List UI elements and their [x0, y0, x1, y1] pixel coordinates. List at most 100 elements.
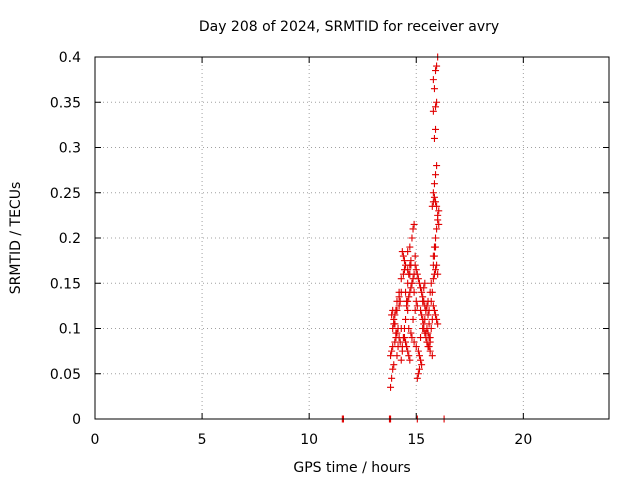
- data-point: [409, 315, 417, 323]
- data-point: [432, 125, 440, 133]
- y-tick-label: 0.05: [50, 367, 81, 383]
- data-point: [424, 311, 432, 319]
- data-point: [432, 198, 440, 206]
- data-point: [413, 302, 421, 310]
- data-point: [408, 234, 416, 242]
- data-point: [407, 284, 415, 292]
- data-point: [397, 356, 405, 364]
- x-tick-label: 0: [91, 432, 100, 448]
- x-axis-label: GPS time / hours: [293, 460, 410, 476]
- data-point: [435, 207, 443, 215]
- data-point: [408, 334, 416, 342]
- data-point: [413, 374, 421, 382]
- data-point: [424, 343, 432, 351]
- y-tick-label: 0.15: [50, 276, 81, 292]
- data-point: [405, 293, 413, 301]
- axis-ticks: [94, 56, 609, 420]
- data-point: [434, 320, 442, 328]
- data-point: [387, 352, 395, 360]
- data-point: [418, 361, 426, 369]
- data-point: [414, 370, 422, 378]
- data-point: [390, 320, 398, 328]
- data-point: [433, 162, 441, 170]
- data-point: [390, 361, 398, 369]
- data-point: [430, 252, 438, 260]
- data-point: [433, 98, 441, 106]
- data-point: [424, 329, 432, 337]
- tick-labels: 0 5 10 15 20 0 0.05 0.1 0.15 0.2 0.25 0.3 0.35 0.4: [50, 50, 532, 448]
- data-point: [433, 225, 441, 233]
- grid: [95, 57, 609, 419]
- y-tick-label: 0.3: [59, 141, 81, 157]
- data-point: [393, 297, 401, 305]
- data-point: [389, 325, 397, 332]
- x-tick-label: 5: [198, 432, 207, 448]
- data-point: [402, 261, 410, 269]
- data-point: [398, 248, 406, 256]
- data-point: [429, 261, 437, 269]
- data-point: [420, 297, 428, 305]
- data-point: [397, 288, 405, 296]
- data-point: [389, 365, 397, 373]
- data-point: [392, 306, 400, 314]
- data-point: [392, 329, 400, 337]
- data-points: [338, 53, 448, 423]
- data-point: [434, 270, 442, 278]
- data-point: [432, 243, 440, 251]
- data-point: [407, 329, 415, 337]
- y-tick-label: 0.25: [50, 186, 81, 202]
- data-point: [432, 266, 440, 274]
- data-point: [432, 171, 440, 179]
- data-point: [418, 288, 426, 296]
- data-point: [425, 334, 433, 342]
- data-point: [403, 302, 411, 310]
- data-point: [433, 62, 441, 70]
- data-point: [399, 252, 407, 260]
- y-tick-label: 0.35: [50, 95, 81, 111]
- data-point: [427, 279, 435, 287]
- data-point: [412, 343, 420, 351]
- data-point: [432, 234, 440, 242]
- data-point: [406, 288, 414, 296]
- data-point: [409, 225, 417, 233]
- data-point: [430, 85, 438, 93]
- data-point: [423, 325, 431, 332]
- data-point: [387, 383, 395, 391]
- data-point: [429, 275, 437, 283]
- data-point: [404, 306, 412, 314]
- data-point: [430, 306, 438, 314]
- data-point: [411, 261, 419, 269]
- data-point: [433, 315, 441, 323]
- data-point: [415, 279, 423, 287]
- data-point: [429, 107, 437, 115]
- data-point: [397, 275, 405, 283]
- data-point: [428, 288, 436, 296]
- data-point: [427, 297, 435, 305]
- data-point: [405, 352, 413, 360]
- data-point: [406, 243, 414, 251]
- x-tick-label: 20: [514, 432, 532, 448]
- data-point: [393, 352, 401, 360]
- data-point: [414, 347, 422, 355]
- data-point: [395, 293, 403, 301]
- data-point: [411, 252, 419, 260]
- data-point: [417, 284, 425, 292]
- data-point: [404, 266, 412, 274]
- data-point: [410, 338, 418, 346]
- data-point: [402, 338, 410, 346]
- data-point: [410, 220, 418, 228]
- data-point: [400, 334, 408, 342]
- data-point: [414, 275, 422, 283]
- data-point: [413, 270, 421, 278]
- y-tick-label: 0.2: [59, 231, 81, 247]
- data-point: [400, 257, 408, 265]
- data-point: [418, 311, 426, 319]
- data-point: [419, 293, 427, 301]
- data-point: [435, 220, 443, 228]
- data-point: [430, 193, 438, 201]
- data-point: [426, 347, 434, 355]
- data-point: [388, 374, 396, 382]
- data-point: [402, 315, 410, 323]
- data-point: [425, 320, 433, 328]
- y-tick-label: 0.1: [59, 322, 81, 338]
